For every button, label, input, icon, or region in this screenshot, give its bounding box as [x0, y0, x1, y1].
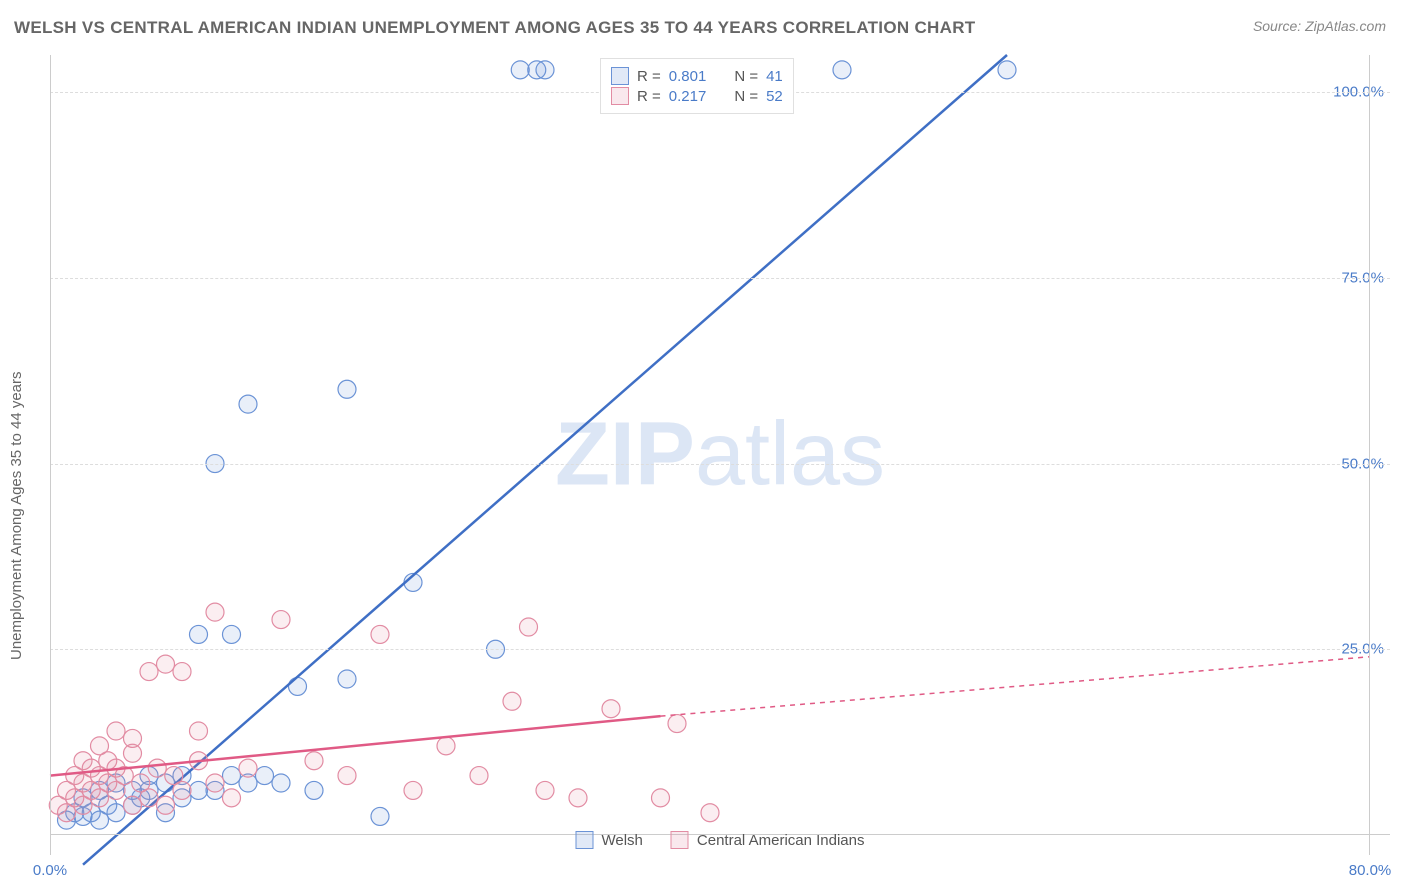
- data-point: [157, 796, 175, 814]
- data-point: [305, 752, 323, 770]
- data-point: [223, 789, 241, 807]
- data-point: [520, 618, 538, 636]
- data-point: [190, 625, 208, 643]
- data-point: [470, 767, 488, 785]
- data-point: [223, 767, 241, 785]
- data-point: [998, 61, 1016, 79]
- data-point: [338, 767, 356, 785]
- data-point: [256, 767, 274, 785]
- r-value: 0.217: [669, 88, 707, 105]
- chart-area: ZIPatlas 25.0%50.0%75.0%100.0% 0.0%80.0%…: [50, 55, 1390, 855]
- legend-swatch: [671, 831, 689, 849]
- legend-label: Welsh: [602, 832, 643, 849]
- data-point: [536, 61, 554, 79]
- data-point: [272, 774, 290, 792]
- data-point: [536, 781, 554, 799]
- data-point: [602, 700, 620, 718]
- y-axis-line-right: [1369, 55, 1370, 855]
- n-value: 52: [766, 88, 783, 105]
- data-point: [239, 395, 257, 413]
- data-point: [173, 781, 191, 799]
- r-label: R =: [637, 68, 661, 85]
- legend-swatch: [576, 831, 594, 849]
- data-point: [107, 722, 125, 740]
- data-point: [124, 796, 142, 814]
- data-point: [289, 677, 307, 695]
- data-point: [140, 789, 158, 807]
- gridline: [50, 278, 1390, 279]
- source-attribution: Source: ZipAtlas.com: [1253, 18, 1386, 34]
- legend-swatch: [611, 87, 629, 105]
- data-point: [190, 781, 208, 799]
- y-axis-line-left: [50, 55, 51, 855]
- data-point: [371, 625, 389, 643]
- data-point: [124, 729, 142, 747]
- gridline: [50, 464, 1390, 465]
- data-point: [173, 663, 191, 681]
- legend-bottom: Welsh Central American Indians: [576, 831, 865, 849]
- n-value: 41: [766, 68, 783, 85]
- x-tick-label: 0.0%: [33, 862, 67, 879]
- y-axis-label: Unemployment Among Ages 35 to 44 years: [8, 371, 25, 660]
- gridline: [50, 649, 1390, 650]
- data-point: [668, 715, 686, 733]
- data-point: [107, 804, 125, 822]
- legend-label: Central American Indians: [697, 832, 865, 849]
- scatter-plot: [50, 55, 1390, 855]
- r-label: R =: [637, 88, 661, 105]
- data-point: [148, 759, 166, 777]
- trend-line: [50, 716, 661, 775]
- data-point: [190, 722, 208, 740]
- data-point: [239, 759, 257, 777]
- data-point: [569, 789, 587, 807]
- data-point: [511, 61, 529, 79]
- data-point: [833, 61, 851, 79]
- trend-line-extended: [661, 657, 1371, 716]
- data-point: [140, 663, 158, 681]
- x-tick-label: 80.0%: [1349, 862, 1392, 879]
- legend-stats-box: R = 0.801 N = 41 R = 0.217 N = 52: [600, 58, 794, 114]
- data-point: [272, 611, 290, 629]
- n-label: N =: [734, 68, 758, 85]
- legend-stats-row: R = 0.801 N = 41: [611, 67, 783, 85]
- data-point: [701, 804, 719, 822]
- data-point: [206, 774, 224, 792]
- legend-swatch: [611, 67, 629, 85]
- r-value: 0.801: [669, 68, 707, 85]
- data-point: [338, 670, 356, 688]
- data-point: [437, 737, 455, 755]
- data-point: [206, 603, 224, 621]
- n-label: N =: [734, 88, 758, 105]
- data-point: [338, 380, 356, 398]
- data-point: [652, 789, 670, 807]
- chart-title: WELSH VS CENTRAL AMERICAN INDIAN UNEMPLO…: [14, 18, 975, 38]
- legend-item: Welsh: [576, 831, 643, 849]
- legend-stats-row: R = 0.217 N = 52: [611, 87, 783, 105]
- data-point: [404, 781, 422, 799]
- data-point: [503, 692, 521, 710]
- data-point: [371, 807, 389, 825]
- data-point: [223, 625, 241, 643]
- legend-item: Central American Indians: [671, 831, 865, 849]
- data-point: [305, 781, 323, 799]
- data-point: [157, 655, 175, 673]
